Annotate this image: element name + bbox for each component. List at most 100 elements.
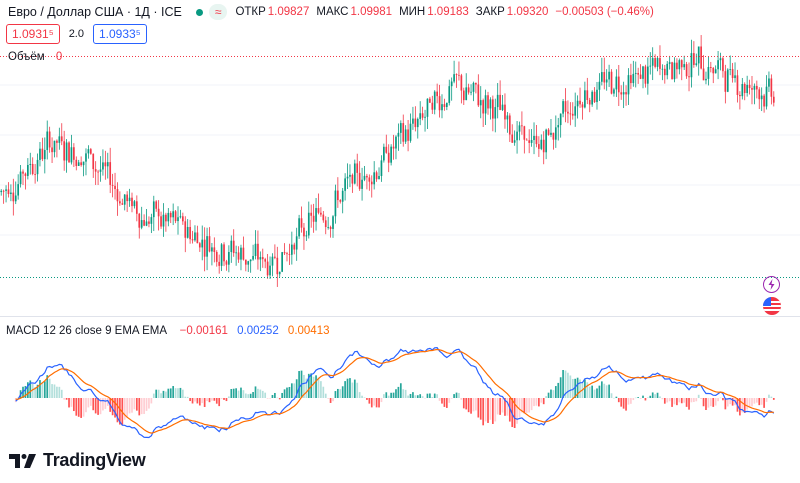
- candle: [557, 117, 560, 141]
- candle: [622, 81, 625, 109]
- macd-histogram-bar: [739, 398, 741, 416]
- candle: [111, 173, 114, 198]
- macd-histogram-bar: [150, 398, 153, 404]
- macd-histogram-bar: [242, 390, 245, 398]
- macd-histogram-bar: [82, 398, 85, 417]
- candle: [453, 60, 455, 84]
- macd-histogram-bar: [724, 398, 727, 410]
- macd-histogram-bar: [489, 398, 492, 420]
- candle: [189, 219, 191, 244]
- high-label: МАКС: [316, 6, 349, 18]
- macd-histogram-bar: [223, 398, 225, 400]
- open-label: ОТКР: [235, 6, 266, 18]
- macd-histogram-bar: [482, 398, 485, 426]
- macd-histogram-bar: [135, 398, 138, 411]
- macd-histogram-bar: [307, 373, 310, 398]
- macd-histogram-bar: [128, 398, 131, 414]
- macd-histogram-bar: [259, 389, 262, 398]
- candle: [196, 225, 199, 244]
- macd-histogram-bar: [511, 398, 514, 428]
- macd-histogram-bar: [719, 397, 722, 399]
- candle: [121, 198, 124, 205]
- macd-histogram-bar: [315, 375, 317, 398]
- macd-histogram-bar: [622, 398, 625, 409]
- candle: [656, 56, 659, 72]
- macd-histogram-bar: [254, 386, 257, 398]
- candle: [293, 242, 296, 255]
- macd-histogram-bar: [184, 396, 187, 398]
- macd-histogram-bar: [470, 398, 472, 414]
- macd-histogram-bar: [731, 398, 734, 406]
- candle: [65, 139, 68, 173]
- candle: [225, 259, 228, 271]
- buy-price-button[interactable]: 1.0933⁵: [92, 24, 147, 44]
- macd-histogram-bar: [41, 382, 44, 398]
- candle: [748, 79, 751, 95]
- candle: [680, 59, 683, 81]
- candle: [709, 61, 712, 73]
- macd-histogram-bar: [31, 383, 34, 398]
- candle: [300, 206, 303, 233]
- live-dot-icon: [195, 8, 203, 16]
- macd-histogram-bar: [312, 376, 315, 398]
- macd-histogram-bar: [194, 398, 196, 402]
- macd-histogram-bar: [271, 394, 274, 398]
- candle: [87, 145, 90, 159]
- tradingview-logo[interactable]: TradingView: [9, 450, 146, 471]
- close-value: 1.09320: [506, 6, 549, 18]
- macd-histogram-bar: [249, 393, 252, 398]
- wave-icon[interactable]: ≈: [208, 4, 228, 20]
- candle: [240, 244, 242, 271]
- candle: [678, 58, 681, 75]
- candle: [322, 211, 325, 223]
- candle: [281, 251, 283, 273]
- candle: [516, 121, 518, 154]
- macd-histogram-bar: [421, 396, 424, 398]
- candle: [448, 79, 451, 106]
- candle: [51, 137, 53, 163]
- candle: [327, 216, 330, 230]
- macd-histogram-bar: [584, 379, 586, 398]
- macd-histogram-bar: [651, 392, 654, 398]
- lightning-icon[interactable]: [763, 276, 780, 293]
- candle: [443, 98, 446, 111]
- macd-histogram-bar: [487, 398, 489, 423]
- candle: [576, 95, 579, 119]
- macd-histogram-bar: [617, 398, 620, 403]
- us-flag-icon[interactable]: [763, 297, 781, 315]
- macd-histogram-bar: [407, 395, 409, 398]
- symbol-title[interactable]: Евро / Доллар США · 1Д · ICE: [8, 5, 182, 19]
- candle: [407, 120, 409, 152]
- candle: [642, 65, 644, 89]
- macd-histogram-bar: [247, 394, 250, 398]
- macd-histogram-bar: [46, 375, 49, 398]
- candle: [743, 82, 746, 101]
- candle: [433, 90, 436, 115]
- pane-divider[interactable]: [0, 316, 800, 317]
- candle: [634, 61, 637, 88]
- macd-histogram-bar: [320, 381, 322, 398]
- candle: [177, 206, 179, 235]
- candle: [702, 55, 705, 81]
- candle: [465, 73, 468, 101]
- sell-price-button[interactable]: 1.0931⁵: [6, 24, 60, 44]
- macd-histogram-bar: [593, 389, 596, 398]
- macd-legend[interactable]: MACD 12 26 close 9 EMA EMA −0.00161 0.00…: [6, 325, 330, 337]
- macd-histogram-bar: [87, 398, 90, 408]
- candle: [712, 67, 715, 84]
- candle: [155, 200, 158, 212]
- candle: [591, 90, 593, 107]
- macd-histogram-bar: [600, 381, 603, 398]
- macd-histogram-bar: [671, 398, 673, 407]
- macd-histogram-bar: [666, 398, 669, 403]
- macd-histogram-bar: [290, 383, 293, 398]
- macd-histogram-bar: [77, 398, 80, 417]
- volume-legend[interactable]: Объём 0: [8, 51, 62, 63]
- candle: [36, 153, 39, 182]
- candle: [690, 39, 693, 88]
- macd-histogram-bar: [274, 392, 276, 398]
- candle: [499, 80, 501, 111]
- candle: [550, 118, 552, 138]
- macd-histogram-bar: [48, 378, 51, 398]
